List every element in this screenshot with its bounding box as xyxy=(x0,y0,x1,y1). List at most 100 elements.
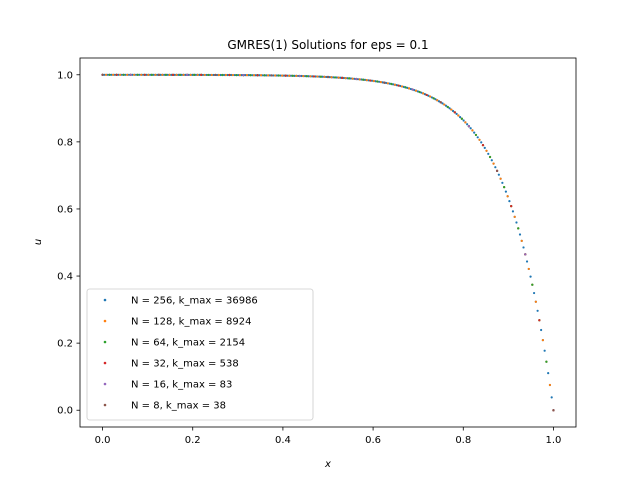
data-point xyxy=(208,73,212,77)
data-point xyxy=(390,82,393,86)
data-point xyxy=(499,177,502,180)
data-point xyxy=(487,152,490,155)
x-axis-title: x xyxy=(324,459,331,470)
data-point xyxy=(272,74,275,77)
data-point xyxy=(464,121,467,124)
data-point xyxy=(274,74,277,77)
data-point xyxy=(386,82,389,85)
data-point xyxy=(173,73,176,76)
data-point xyxy=(388,82,391,85)
data-point xyxy=(365,79,368,82)
data-point xyxy=(392,83,395,86)
data-point xyxy=(187,73,190,76)
data-point xyxy=(298,74,301,78)
data-point xyxy=(127,73,131,76)
data-point xyxy=(374,80,377,83)
data-point xyxy=(485,149,488,152)
data-point xyxy=(525,260,529,263)
data-point xyxy=(471,129,474,132)
data-point xyxy=(261,74,264,77)
data-point xyxy=(369,79,372,82)
data-point xyxy=(177,73,180,76)
data-point xyxy=(267,74,270,77)
data-point xyxy=(189,73,192,76)
data-point xyxy=(252,74,256,77)
x-tick-label: 0.2 xyxy=(185,435,201,446)
data-point xyxy=(191,73,194,76)
data-point xyxy=(323,75,326,78)
data-point xyxy=(215,73,219,77)
data-point xyxy=(409,87,412,91)
data-point xyxy=(238,73,242,77)
y-tick-label: 0.2 xyxy=(57,339,73,350)
data-point xyxy=(355,77,358,81)
data-point xyxy=(455,112,458,116)
x-tick-label: 0.6 xyxy=(365,435,381,446)
data-point xyxy=(217,73,220,77)
data-point xyxy=(170,73,173,76)
data-point xyxy=(175,73,178,76)
data-point xyxy=(222,73,226,77)
data-point xyxy=(517,227,520,230)
data-point xyxy=(436,99,439,102)
data-point xyxy=(171,73,175,76)
data-point xyxy=(407,87,411,90)
data-point xyxy=(293,74,296,77)
data-point xyxy=(321,75,324,78)
data-point xyxy=(126,73,129,76)
data-point xyxy=(473,131,476,134)
data-point xyxy=(166,73,169,76)
data-point xyxy=(444,104,448,107)
legend-item: N = 32, k_max = 538 xyxy=(103,359,239,370)
data-point xyxy=(481,143,485,147)
data-point xyxy=(196,73,199,76)
data-point xyxy=(451,109,455,113)
data-point xyxy=(360,78,363,81)
data-point xyxy=(279,74,282,77)
data-point xyxy=(143,73,146,76)
data-point xyxy=(286,74,289,77)
data-point xyxy=(203,73,206,77)
data-point xyxy=(483,146,486,149)
data-point xyxy=(400,85,404,88)
data-point xyxy=(245,74,249,77)
data-point xyxy=(420,91,423,94)
data-point xyxy=(416,90,419,93)
data-point xyxy=(163,73,166,76)
data-point xyxy=(296,74,300,78)
data-point xyxy=(404,86,407,89)
legend-label: N = 8, k_max = 38 xyxy=(131,401,226,412)
data-point xyxy=(422,92,425,95)
data-point xyxy=(221,73,224,77)
legend-marker xyxy=(103,403,107,407)
y-tick-label: 1.0 xyxy=(57,70,73,81)
data-point xyxy=(332,76,335,79)
data-point xyxy=(316,75,319,78)
data-point xyxy=(333,76,337,79)
data-point xyxy=(136,73,139,76)
data-point xyxy=(367,79,370,82)
data-point xyxy=(235,73,238,77)
data-point xyxy=(495,169,499,172)
data-point xyxy=(247,74,250,77)
data-point xyxy=(154,73,157,76)
data-point xyxy=(108,73,111,76)
data-point xyxy=(330,76,333,79)
data-point xyxy=(518,233,522,236)
data-point xyxy=(258,74,261,77)
data-point xyxy=(372,79,375,83)
data-point xyxy=(182,73,185,76)
data-point xyxy=(460,117,463,120)
data-point xyxy=(429,95,432,98)
data-point xyxy=(531,283,534,286)
data-point xyxy=(106,73,109,76)
x-axis: 0.0 0.2 0.4 0.6 0.8 1.0 xyxy=(95,427,561,446)
plot-area xyxy=(79,57,577,428)
data-point xyxy=(119,73,122,76)
data-point xyxy=(224,73,227,77)
data-point xyxy=(282,74,286,77)
data-point xyxy=(488,155,492,159)
data-point xyxy=(434,98,437,101)
data-point xyxy=(425,93,428,97)
data-point xyxy=(289,74,293,77)
